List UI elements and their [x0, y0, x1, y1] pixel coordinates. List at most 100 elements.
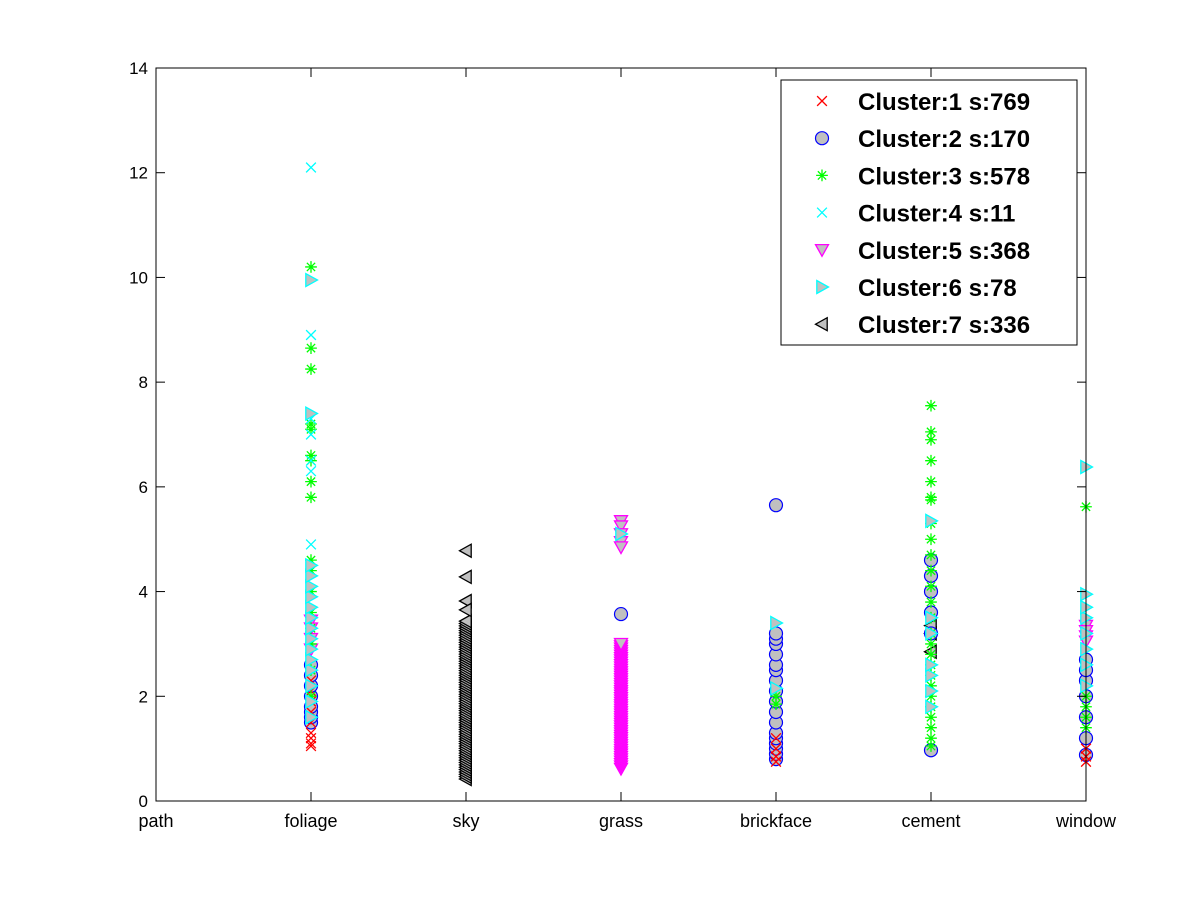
x-tick-label: grass	[599, 811, 643, 831]
legend-marker-cluster-6-s-78	[816, 279, 830, 295]
data-point-cluster-6-s-78	[305, 693, 319, 710]
data-point-cluster-6-s-78	[925, 699, 939, 715]
data-point-cluster-6-s-78	[1080, 586, 1094, 602]
data-point-cluster-6-s-78	[925, 610, 939, 626]
legend-label: Cluster:7 s:336	[858, 312, 1030, 339]
data-point-cluster-3-s-578	[925, 732, 937, 745]
data-point-cluster-6-s-78	[305, 272, 319, 288]
data-point-cluster-3-s-578	[925, 433, 937, 446]
data-point-cluster-2-s-170	[768, 498, 784, 513]
legend-label: Cluster:2 s:170	[858, 126, 1030, 153]
data-point-cluster-3-s-578	[925, 580, 937, 593]
y-tick-label: 14	[129, 59, 148, 78]
legend-label: Cluster:6 s:78	[858, 275, 1017, 302]
data-point-cluster-1-s-769	[305, 740, 317, 752]
data-point-cluster-6-s-78	[770, 615, 784, 631]
legend-label: Cluster:3 s:578	[858, 163, 1030, 190]
legend-marker-cluster-1-s-769	[816, 95, 828, 107]
data-point-cluster-3-s-578	[305, 261, 317, 273]
data-point-cluster-1-s-769	[305, 727, 317, 739]
data-point-cluster-6-s-78	[1080, 625, 1094, 642]
legend-marker-cluster-2-s-170	[814, 131, 830, 146]
data-point-cluster-6-s-78	[305, 599, 319, 615]
legend-box	[780, 79, 1078, 346]
data-point-cluster-3-s-578	[305, 585, 317, 598]
data-point-cluster-5-s-368	[613, 520, 629, 534]
data-point-cluster-6-s-78	[925, 683, 939, 699]
data-point-cluster-1-s-769	[770, 751, 782, 762]
x-tick-label: path	[138, 811, 173, 831]
data-point-cluster-4-s-11	[305, 539, 317, 550]
data-point-cluster-1-s-769	[770, 756, 782, 768]
y-tick-label: 12	[129, 164, 148, 183]
y-tick-label: 6	[139, 478, 148, 497]
legend-label: Cluster:5 s:368	[858, 238, 1030, 265]
data-point-cluster-3-s-578	[925, 491, 937, 504]
data-point-cluster-6-s-78	[305, 620, 319, 636]
data-point-cluster-3-s-578	[305, 342, 317, 354]
data-point-cluster-6-s-78	[305, 589, 319, 605]
data-point-cluster-7-s-336	[458, 593, 472, 609]
data-point-cluster-6-s-78	[305, 557, 319, 573]
data-point-cluster-7-s-336	[458, 569, 472, 585]
data-point-cluster-6-s-78	[1080, 599, 1094, 615]
legend: Cluster:1 s:769 Cluster:2 s:170 Cluster:3 …	[780, 79, 1078, 346]
data-point-cluster-3-s-578	[925, 426, 937, 438]
data-point-cluster-3-s-578	[925, 711, 937, 724]
data-point-cluster-6-s-78	[1080, 459, 1094, 475]
legend-label: Cluster:4 s:11	[858, 201, 1015, 228]
data-point-cluster-6-s-78	[925, 513, 939, 529]
data-point-cluster-3-s-578	[925, 454, 937, 467]
data-point-cluster-4-s-11	[305, 465, 317, 477]
data-point-cluster-6-s-78	[1080, 657, 1094, 673]
x-tick-label: foliage	[284, 811, 337, 831]
data-point-cluster-3-s-578	[305, 491, 317, 504]
data-point-cluster-3-s-578	[770, 698, 782, 710]
data-point-cluster-6-s-78	[305, 610, 319, 626]
y-tick-label: 2	[139, 687, 148, 706]
legend-label: Cluster:1 s:769	[858, 89, 1030, 116]
data-point-cluster-3-s-578	[305, 606, 317, 619]
x-tick-label: brickface	[740, 811, 812, 831]
data-point-cluster-3-s-578	[305, 638, 317, 650]
data-point-cluster-6-s-78	[1080, 678, 1094, 694]
data-point-cluster-6-s-78	[305, 678, 319, 694]
data-point-cluster-3-s-578	[925, 679, 937, 692]
data-point-cluster-3-s-578	[305, 690, 317, 703]
data-point-cluster-3-s-578	[925, 690, 937, 703]
data-point-cluster-3-s-578	[925, 740, 937, 752]
data-point-cluster-6-s-78	[305, 631, 319, 647]
data-point-cluster-3-s-578	[925, 399, 937, 412]
data-point-cluster-6-s-78	[1080, 610, 1094, 626]
data-point-cluster-3-s-578	[305, 363, 317, 375]
data-point-cluster-3-s-578	[925, 721, 937, 734]
data-point-cluster-6-s-78	[305, 568, 319, 584]
y-tick-label: 4	[139, 583, 148, 602]
data-point-cluster-3-s-578	[305, 564, 317, 577]
data-point-cluster-1-s-769	[305, 732, 317, 744]
data-point-cluster-3-s-578	[305, 475, 317, 488]
data-point-cluster-3-s-578	[770, 690, 782, 703]
data-point-cluster-4-s-11	[305, 455, 317, 467]
data-point-cluster-3-s-578	[925, 638, 937, 650]
y-tick-label: 0	[139, 792, 148, 811]
data-point-cluster-2-s-170	[613, 606, 629, 622]
legend-marker-cluster-5-s-368	[814, 243, 830, 258]
data-point-cluster-6-s-78	[1080, 641, 1094, 657]
data-point-cluster-6-s-78	[925, 657, 939, 673]
data-point-cluster-3-s-578	[925, 564, 937, 577]
data-point-cluster-7-s-336	[458, 613, 472, 629]
data-point-cluster-6-s-78	[615, 526, 629, 542]
data-point-cluster-5-s-368	[613, 541, 629, 555]
data-point-cluster-7-s-336	[458, 543, 472, 559]
data-point-cluster-6-s-78	[770, 680, 784, 697]
legend-marker-cluster-3-s-578	[816, 169, 828, 182]
data-point-cluster-4-s-11	[305, 162, 317, 173]
y-tick-label: 8	[139, 373, 148, 392]
data-point-cluster-6-s-78	[305, 662, 319, 678]
data-point-cluster-3-s-578	[305, 449, 317, 462]
y-tick-label: 10	[129, 268, 148, 287]
legend-marker-cluster-7-s-336	[814, 316, 828, 332]
data-point-cluster-6-s-78	[305, 709, 319, 725]
